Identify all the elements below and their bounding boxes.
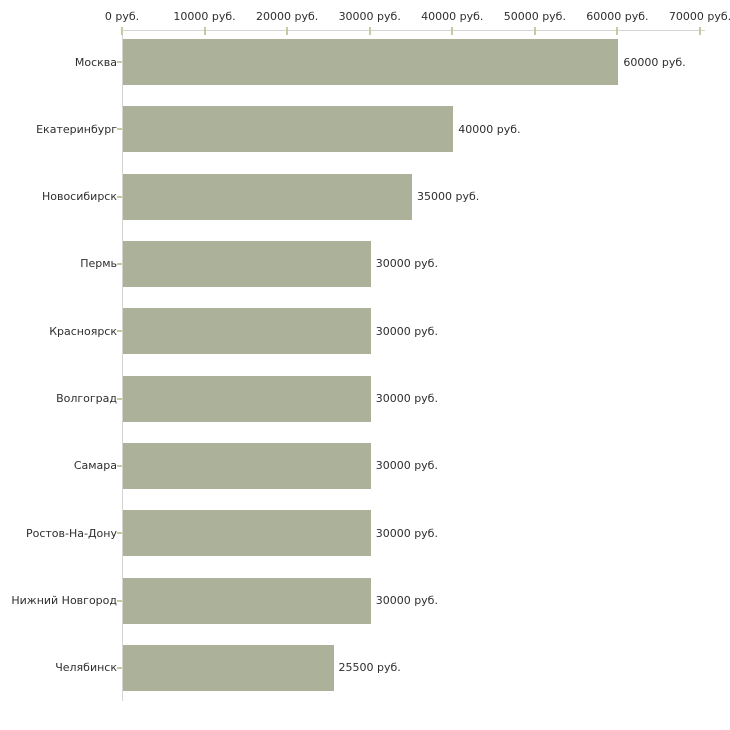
- category-label: Самара: [73, 459, 117, 473]
- x-axis-tick-mark: [286, 27, 289, 35]
- bar: [123, 106, 454, 153]
- bar: [123, 510, 371, 557]
- x-axis-tick-label: 70000 руб.: [668, 10, 730, 23]
- category-label: Екатеринбург: [36, 122, 117, 136]
- value-label: 30000 руб.: [375, 526, 438, 540]
- value-label: 30000 руб.: [375, 459, 438, 473]
- y-axis-tick-mark: [117, 397, 122, 400]
- x-axis-tick-mark: [699, 27, 701, 35]
- bar: [123, 39, 619, 85]
- value-label: 30000 руб.: [375, 594, 438, 608]
- x-axis-tick-label: 40000 руб.: [421, 10, 484, 23]
- category-label: Красноярск: [49, 324, 117, 338]
- bar: [123, 375, 371, 422]
- bar: [123, 240, 371, 287]
- bar: [123, 644, 334, 691]
- y-axis-tick-mark: [117, 262, 122, 265]
- category-label: Москва: [74, 55, 117, 69]
- y-axis-tick-mark: [117, 599, 122, 602]
- category-label: Волгоград: [56, 392, 117, 406]
- bar: [123, 308, 371, 355]
- x-axis-tick-mark: [533, 27, 536, 35]
- x-axis-tick-mark: [451, 27, 454, 35]
- category-label: Новосибирск: [41, 190, 117, 204]
- y-axis-line: [122, 30, 123, 701]
- x-axis-tick-mark: [616, 27, 619, 35]
- category-label: Нижний Новгород: [11, 594, 117, 608]
- x-axis-tick-label: 50000 руб.: [503, 10, 566, 23]
- x-axis-tick-label: 30000 руб.: [338, 10, 401, 23]
- value-label: 60000 руб.: [623, 55, 686, 69]
- value-label: 35000 руб.: [417, 190, 480, 204]
- bar: [123, 442, 371, 489]
- x-axis-tick-mark: [203, 27, 206, 35]
- x-axis-tick-label: 10000 руб.: [173, 10, 236, 23]
- value-label: 25500 руб.: [338, 661, 401, 675]
- y-axis-tick-mark: [117, 532, 122, 535]
- x-axis-tick-label: 20000 руб.: [256, 10, 319, 23]
- y-axis-tick-mark: [117, 195, 122, 198]
- y-axis-tick-mark: [117, 464, 122, 467]
- bar: [123, 577, 371, 624]
- value-label: 30000 руб.: [375, 392, 438, 406]
- x-axis-line: [122, 30, 705, 31]
- y-axis-tick-mark: [117, 61, 122, 63]
- bar: [123, 173, 412, 220]
- y-axis-tick-mark: [117, 330, 122, 333]
- value-label: 30000 руб.: [375, 257, 438, 271]
- category-label: Челябинск: [55, 661, 117, 675]
- category-label: Пермь: [80, 257, 117, 271]
- value-label: 30000 руб.: [375, 324, 438, 338]
- category-label: Ростов-На-Дону: [25, 526, 117, 540]
- x-axis-tick-mark: [368, 27, 371, 35]
- y-axis-tick-mark: [117, 666, 122, 669]
- x-axis-tick-label: 0 руб.: [104, 10, 140, 23]
- x-axis-tick-label: 60000 руб.: [586, 10, 649, 23]
- value-label: 40000 руб.: [458, 122, 521, 136]
- x-axis-tick-mark: [121, 27, 123, 35]
- y-axis-tick-mark: [117, 128, 122, 131]
